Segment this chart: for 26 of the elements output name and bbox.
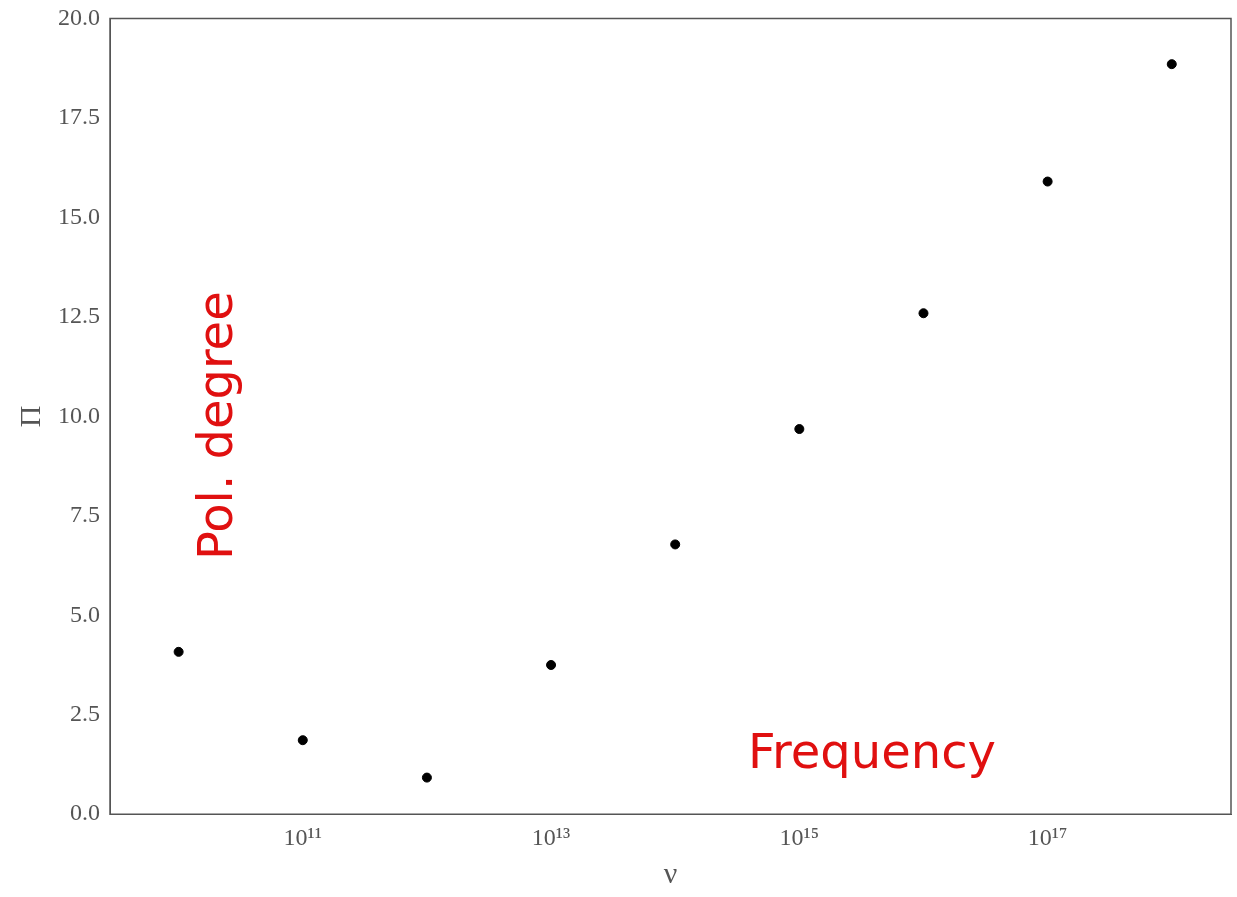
x-tick-label: 10¹¹ [283, 823, 322, 850]
point [918, 308, 929, 319]
y-tick-label: 2.5 [70, 700, 100, 727]
x-axis-title: ν [663, 855, 678, 889]
x-tick-label: 10¹³ [531, 823, 571, 850]
y-tick-label: 10.0 [58, 401, 100, 428]
y-tick-label: 15.0 [58, 202, 100, 229]
y-tick-label: 7.5 [70, 501, 100, 528]
point [794, 424, 805, 435]
point [173, 646, 184, 657]
point [1166, 59, 1177, 70]
point [1042, 176, 1053, 187]
point [421, 772, 432, 783]
y-tick-label: 20.0 [58, 3, 100, 30]
y-tick-label: 12.5 [58, 302, 100, 329]
y-axis-title: Π [12, 405, 46, 428]
point [670, 539, 681, 550]
y-tick-label: 17.5 [58, 103, 100, 130]
x-tick-label: 10¹⁵ [779, 823, 820, 850]
point [546, 659, 557, 670]
point [297, 735, 308, 746]
annotation: Frequency [748, 723, 996, 779]
x-tick-label: 10¹⁷ [1027, 823, 1068, 850]
annotation: Pol. degree [187, 291, 243, 560]
y-tick-label: 0.0 [70, 799, 100, 826]
y-tick-label: 5.0 [70, 600, 100, 627]
